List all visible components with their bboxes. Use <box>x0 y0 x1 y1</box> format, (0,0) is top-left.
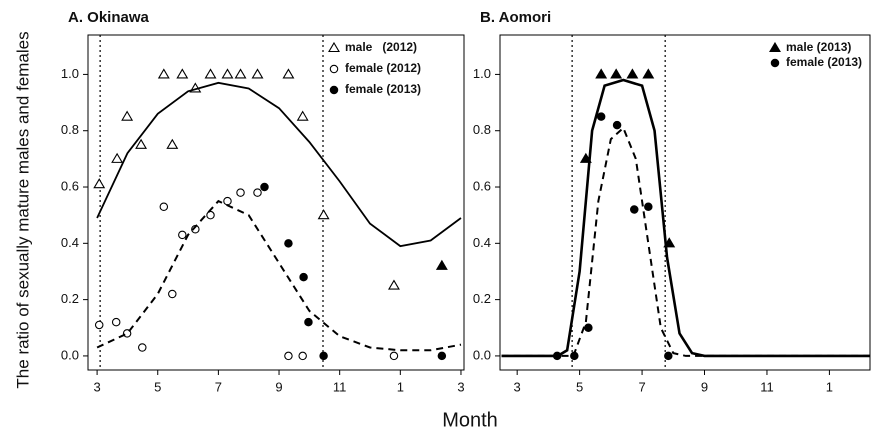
legend-label: female (2013) <box>786 55 862 69</box>
data-point <box>251 68 264 79</box>
x-tick-label: 7 <box>638 379 645 394</box>
y-tick-label: 0.0 <box>61 347 79 362</box>
x-tick-label: 11 <box>333 379 347 394</box>
y-tick-label: 0.8 <box>61 122 79 137</box>
y-tick-label: 0.6 <box>473 178 491 193</box>
data-point <box>176 68 189 79</box>
plot-frame <box>87 34 465 371</box>
legend-marker <box>769 41 781 53</box>
data-point <box>178 230 187 240</box>
y-tick-label: 0.8 <box>473 122 491 137</box>
data-point <box>111 152 124 163</box>
y-tick-label: 1.0 <box>61 66 79 81</box>
x-tick-label: 3 <box>457 379 464 394</box>
data-point <box>644 202 653 211</box>
data-point <box>596 112 606 121</box>
curve <box>96 199 462 352</box>
data-point <box>595 68 608 79</box>
legend-marker <box>770 58 780 68</box>
legend-label: female (2013) <box>345 82 421 96</box>
curve <box>96 81 462 248</box>
data-point <box>387 279 400 290</box>
y-tick-label: 0.2 <box>61 291 79 306</box>
x-tick-label: 9 <box>701 379 708 394</box>
data-point <box>299 272 308 282</box>
data-point <box>642 68 655 79</box>
data-point <box>284 351 293 361</box>
data-point <box>296 110 309 121</box>
x-tick-label: 1 <box>826 379 833 394</box>
data-point <box>111 317 121 327</box>
x-axis-label: Month <box>442 409 498 431</box>
data-point <box>138 343 147 352</box>
x-tick-label: 3 <box>514 379 521 394</box>
data-point <box>121 110 134 121</box>
data-point <box>304 317 313 327</box>
y-tick-label: 0.4 <box>61 235 79 250</box>
data-point <box>317 209 330 220</box>
data-point <box>260 182 269 192</box>
data-point <box>159 202 169 211</box>
data-point <box>612 120 622 130</box>
data-point <box>236 188 245 197</box>
x-tick-label: 11 <box>760 379 774 394</box>
y-tick-label: 0.4 <box>473 235 491 250</box>
data-point <box>630 205 639 214</box>
legend-marker <box>329 64 339 74</box>
x-tick-label: 9 <box>275 379 282 394</box>
y-tick-label: 0.0 <box>473 347 491 362</box>
chart-title: B. Aomori <box>480 9 551 26</box>
x-tick-label: 5 <box>576 379 583 394</box>
legend-marker <box>329 85 339 95</box>
data-point <box>584 323 593 333</box>
data-point <box>206 210 215 220</box>
data-point <box>168 289 177 299</box>
data-point <box>234 68 247 79</box>
data-point <box>319 351 328 361</box>
data-point <box>135 138 148 149</box>
data-point <box>157 68 170 79</box>
data-point <box>282 68 295 79</box>
data-point <box>626 68 639 79</box>
x-tick-label: 7 <box>215 379 222 394</box>
legend-label: female (2012) <box>345 61 421 75</box>
x-tick-label: 5 <box>154 379 161 394</box>
chart-title: A. Okinawa <box>68 9 150 26</box>
data-point <box>166 138 179 149</box>
data-point <box>93 178 106 189</box>
data-point <box>221 68 234 79</box>
data-point <box>204 68 217 79</box>
x-tick-label: 3 <box>93 379 100 394</box>
data-point <box>94 320 104 330</box>
data-point <box>610 68 623 79</box>
legend-label: male (2013) <box>786 40 851 54</box>
data-point <box>253 188 262 197</box>
data-point <box>437 351 447 361</box>
curve <box>501 78 870 358</box>
data-point <box>389 351 399 361</box>
data-point <box>435 259 448 270</box>
y-axis-label: The ratio of sexually mature males and f… <box>13 31 32 388</box>
plot-frame <box>499 34 871 371</box>
data-point <box>664 351 673 361</box>
curve <box>501 126 870 357</box>
data-point <box>298 351 307 361</box>
data-point <box>284 239 293 248</box>
y-tick-label: 0.6 <box>61 178 79 193</box>
x-tick-label: 1 <box>397 379 404 394</box>
y-tick-label: 1.0 <box>473 66 491 81</box>
legend-label: male (2012) <box>345 40 417 54</box>
data-point <box>223 196 232 206</box>
legend-marker <box>328 41 340 53</box>
y-tick-label: 0.2 <box>473 291 491 306</box>
